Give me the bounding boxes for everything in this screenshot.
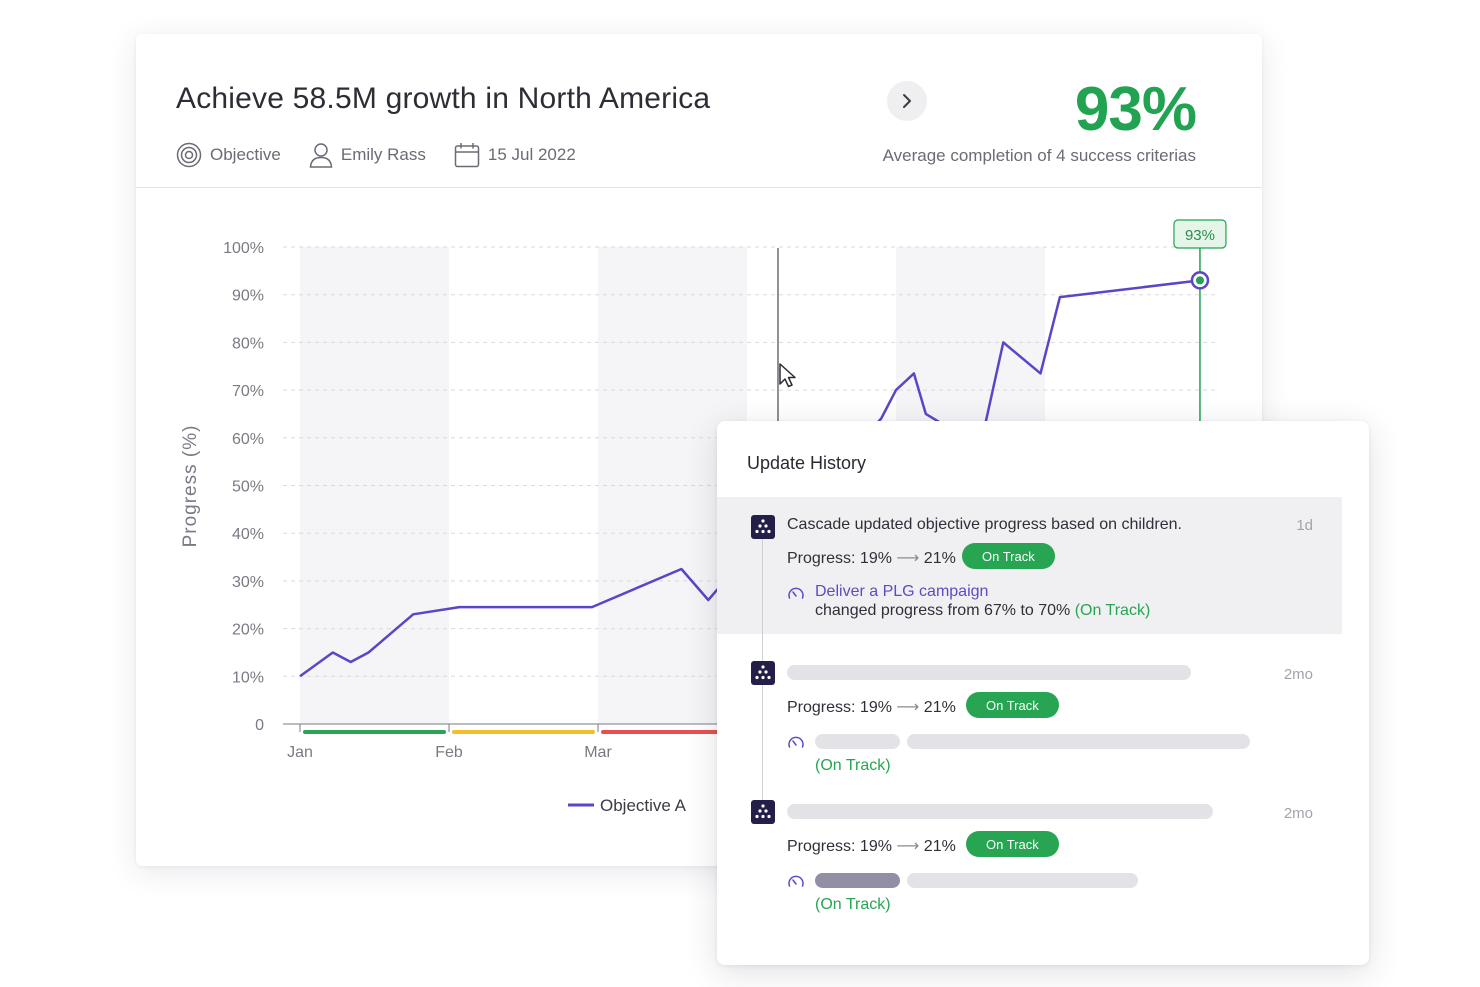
entry-time: 1d <box>1296 517 1313 534</box>
target-icon <box>176 142 202 168</box>
y-axis-label: Progress (%) <box>180 425 201 548</box>
gauge-icon <box>788 875 804 887</box>
arrow-right-icon: ⟶ <box>896 699 920 716</box>
objective-type: Objective <box>176 142 281 168</box>
progress-label: Progress: <box>787 550 856 567</box>
objective-date[interactable]: 15 Jul 2022 <box>454 142 576 168</box>
entry-description: Cascade updated objective progress based… <box>787 516 1182 534</box>
update-history-title: Update History <box>747 453 867 473</box>
legend-label: Objective A <box>600 796 687 815</box>
progress-from: 19% <box>859 699 892 716</box>
mouse-pointer-icon <box>779 363 796 388</box>
cascade-logo-icon <box>751 800 775 824</box>
placeholder-line <box>787 665 1191 680</box>
placeholder-line <box>787 804 1213 819</box>
progress-label: Progress: <box>787 699 856 716</box>
current-value-tooltip <box>1173 219 1227 249</box>
gauge-icon <box>788 587 804 599</box>
placeholder-line <box>907 734 1250 749</box>
y-tick-label: 80% <box>232 335 264 352</box>
placeholder-line <box>815 873 900 888</box>
due-date: 15 Jul 2022 <box>487 145 576 164</box>
child-status: (On Track) <box>1074 602 1151 619</box>
user-icon <box>309 143 333 168</box>
entry-action: updated objective progress based on chil… <box>850 516 1182 533</box>
objective-owner[interactable]: Emily Rass <box>309 142 426 168</box>
entry-time: 2mo <box>1283 805 1313 822</box>
completion-percentage: 93% <box>1074 75 1197 144</box>
cascade-logo-icon <box>751 661 775 685</box>
x-tick-label: Mar <box>584 744 612 761</box>
objective-title[interactable]: Achieve 58.5M growth in North America <box>176 82 711 115</box>
objective-meta: Objective Emily Rass 15 Jul 2022 <box>176 141 604 169</box>
child-status: (On Track) <box>815 757 891 774</box>
calendar-icon <box>454 143 480 168</box>
entry-progress: Progress: 19% ⟶ 21% <box>787 548 956 568</box>
status-badge: On Track <box>962 543 1055 569</box>
y-tick-label: 50% <box>232 479 264 496</box>
next-objective-button[interactable] <box>887 81 927 121</box>
chevron-right-icon <box>903 94 911 108</box>
y-tick-label: 100% <box>223 240 264 257</box>
child-status: (On Track) <box>815 896 891 913</box>
entry-progress: Progress: 19% ⟶ 21% <box>787 697 956 717</box>
entry-time: 2mo <box>1283 666 1313 683</box>
legend[interactable]: Objective A <box>568 796 687 815</box>
y-tick-label: 90% <box>232 288 264 305</box>
status-badge: On Track <box>966 692 1059 718</box>
arrow-right-icon: ⟶ <box>896 550 920 567</box>
child-change-text: changed progress from 67% to 70% <box>815 602 1071 619</box>
y-tick-label: 20% <box>232 622 264 639</box>
y-tick-label: 70% <box>232 383 264 400</box>
y-tick-label: 30% <box>232 574 264 591</box>
update-history-panel: Update History Cascade updated objective… <box>717 421 1369 965</box>
progress-to: 21% <box>923 699 956 716</box>
current-value-label: 93% <box>1185 227 1215 244</box>
entry-actor: Cascade <box>787 516 851 533</box>
progress-label: Progress: <box>787 838 856 855</box>
placeholder-line <box>815 734 900 749</box>
cascade-logo-icon <box>751 515 775 539</box>
child-objective-link[interactable]: Deliver a PLG campaign <box>815 583 989 600</box>
entry-progress: Progress: 19% ⟶ 21% <box>787 836 956 856</box>
progress-from: 19% <box>859 838 892 855</box>
current-value-dot <box>1195 276 1204 285</box>
y-tick-label: 40% <box>232 526 264 543</box>
objective-type-label: Objective <box>210 145 281 164</box>
progress-from: 19% <box>859 550 892 567</box>
progress-to: 21% <box>923 838 956 855</box>
progress-to: 21% <box>923 550 956 567</box>
x-tick-label: Jan <box>287 744 313 761</box>
arrow-right-icon: ⟶ <box>896 838 920 855</box>
completion-caption: Average completion of 4 success criteria… <box>882 146 1196 165</box>
y-tick-label: 60% <box>232 431 264 448</box>
status-badge: On Track <box>966 831 1059 857</box>
gauge-icon <box>788 736 804 748</box>
y-tick-label: 10% <box>232 669 264 686</box>
header-divider <box>136 187 1262 188</box>
child-change: changed progress from 67% to 70% (On Tra… <box>815 602 1150 620</box>
x-tick-label: Feb <box>435 744 463 761</box>
owner-name: Emily Rass <box>340 145 426 164</box>
y-tick-label: 0 <box>255 717 264 734</box>
placeholder-line <box>907 873 1138 888</box>
